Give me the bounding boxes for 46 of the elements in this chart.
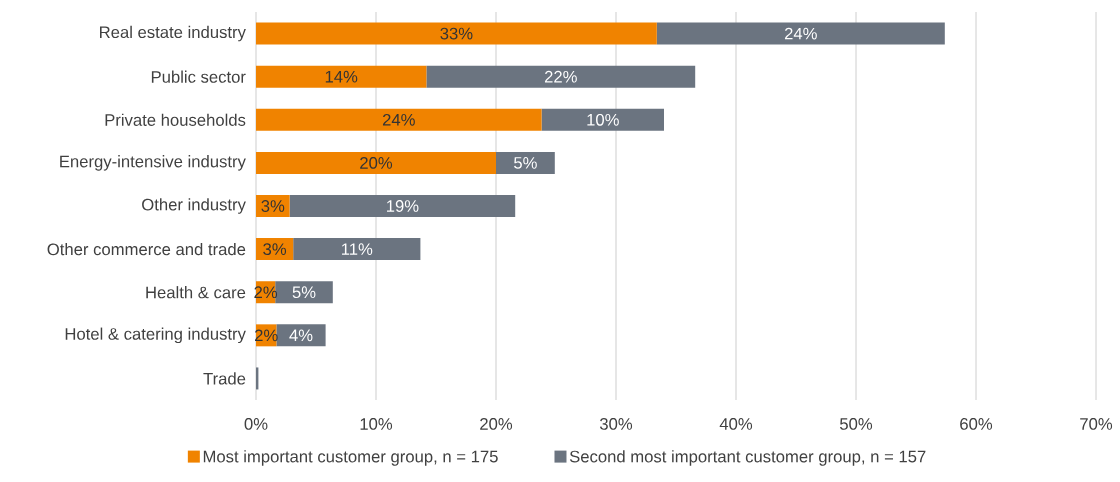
y-tick-label: Other industry	[142, 198, 246, 214]
data-label: 10%	[587, 113, 619, 126]
bar	[256, 108, 542, 131]
y-tick-label: Health & care	[146, 286, 246, 299]
data-label: 3%	[263, 243, 287, 256]
x-tick-label: 40%	[719, 418, 753, 430]
bar	[289, 195, 516, 218]
bar	[656, 22, 945, 45]
bar	[426, 65, 696, 88]
legend-label: Second most important customer group, n = 157	[569, 450, 926, 466]
data-label: 24%	[784, 27, 817, 40]
x-tick-label: 0%	[244, 418, 268, 430]
x-tick-label: 30%	[599, 418, 633, 430]
y-tick-label: Public sector	[151, 70, 246, 83]
data-label: 4%	[289, 329, 313, 342]
bar	[256, 151, 497, 174]
y-tick-label: Other commerce and trade	[47, 242, 246, 256]
y-tick-label: Real estate industry	[100, 25, 246, 42]
data-label: 19%	[387, 200, 419, 212]
data-label: 33%	[440, 27, 473, 40]
y-tick-label: Hotel & catering industry	[65, 327, 246, 344]
data-label: 11%	[342, 243, 373, 255]
y-tick-label: Private households	[105, 113, 246, 126]
bar	[496, 151, 555, 174]
data-label: 22%	[544, 70, 577, 83]
x-tick-label: 50%	[839, 418, 873, 430]
data-label: 24%	[382, 113, 415, 126]
data-label: 5%	[514, 157, 537, 169]
y-tick-label: Energy-intensive industry	[60, 155, 246, 171]
bar	[256, 195, 290, 218]
data-label: 3%	[261, 200, 285, 212]
data-label: 5%	[292, 286, 316, 299]
bar	[293, 238, 421, 261]
bar	[256, 65, 427, 88]
x-tick-label: 70%	[1080, 418, 1113, 430]
x-tick-label: 60%	[960, 418, 993, 430]
bar	[256, 22, 657, 45]
bar	[276, 324, 326, 347]
bar	[275, 281, 333, 304]
x-tick-label: 20%	[480, 418, 513, 430]
legend-label: Most important customer group, n = 175	[203, 450, 498, 466]
data-label: 14%	[325, 70, 358, 83]
x-tick-label: 10%	[360, 418, 393, 430]
y-tick-label: Trade	[203, 372, 246, 385]
bar	[541, 108, 664, 131]
data-label: 20%	[360, 157, 393, 169]
